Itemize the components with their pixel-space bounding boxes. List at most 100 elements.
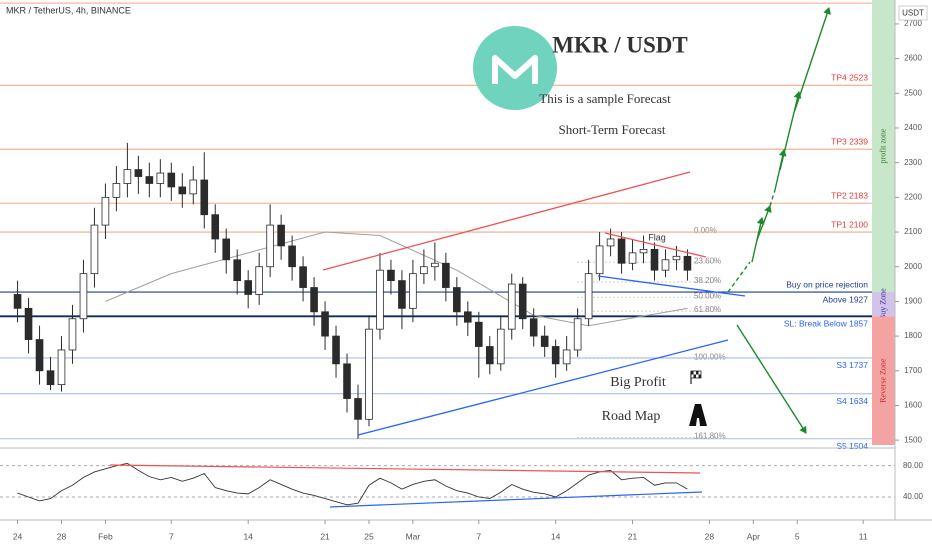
candle-body [299, 266, 307, 288]
level-note: Buy on price rejection [786, 279, 868, 289]
candle-body [650, 248, 659, 271]
fib-label: 161.80% [694, 431, 726, 440]
candle-body [584, 273, 593, 320]
trend-line [357, 339, 729, 436]
candle-body [431, 262, 439, 268]
candle-body [178, 186, 187, 195]
candle-body [68, 318, 77, 351]
x-tick-label: 11 [859, 531, 868, 541]
rsi-tick-label: 40.00 [903, 492, 924, 501]
candle-body [485, 346, 494, 365]
x-tick-label: Feb [98, 531, 113, 541]
candle-body [35, 339, 44, 372]
candle-body [617, 238, 626, 264]
candle-body [354, 398, 362, 420]
candle-body [343, 363, 351, 399]
zone-label: profit zone [878, 128, 887, 163]
candle-body [562, 349, 571, 365]
candle-body [211, 214, 220, 240]
x-tick-label: 28 [705, 531, 715, 541]
y-tick-label: 2400 [904, 123, 922, 132]
candle-body [387, 269, 395, 281]
flag-line [597, 275, 746, 297]
subtitle: Short-Term Forecast [558, 122, 665, 137]
y-tick-label: 1500 [904, 435, 922, 444]
candle-body [540, 335, 549, 347]
unit-box [898, 5, 928, 21]
fib-label: 38.20% [694, 276, 721, 285]
x-tick-label: Apr [747, 531, 760, 541]
candle-body [90, 224, 99, 275]
candle-body [628, 252, 637, 264]
moving-average [105, 231, 688, 327]
zone [872, 0, 895, 293]
level-label: TP4 2523 [831, 73, 868, 83]
x-tick-label: 24 [13, 531, 23, 541]
zone-label: Buy Zone [878, 288, 887, 320]
rsi-trend-line [329, 491, 703, 508]
zone [872, 316, 895, 445]
rsi-tick-label: 80.00 [903, 461, 924, 470]
fib-label: 50.00% [694, 291, 721, 300]
subtitle: This is a sample Forecast [539, 91, 671, 106]
candle-body [573, 318, 582, 351]
candle-body [376, 269, 384, 330]
candle-body [167, 172, 176, 188]
arrow-segment [769, 189, 776, 207]
candle-body [112, 183, 121, 198]
forecast-arrows [727, 7, 831, 434]
logo [473, 26, 557, 110]
candle-body [277, 224, 285, 247]
candle-body [46, 370, 55, 386]
candle-body [189, 179, 198, 195]
level-label: S3 1737 [836, 360, 868, 370]
fib-label: 100.00% [694, 352, 726, 361]
candle-body [672, 255, 681, 261]
level-label: S4 1634 [836, 396, 868, 406]
y-tick-label: 1900 [904, 297, 922, 306]
x-tick-label: 25 [364, 531, 374, 541]
y-tick-label: 2600 [904, 54, 922, 63]
candle-body [409, 273, 417, 309]
x-tick-label: 21 [320, 531, 330, 541]
candle-body [595, 245, 604, 275]
candle-body [288, 245, 296, 268]
zone-label: Reverse Zone [878, 358, 887, 403]
arrow [779, 91, 802, 171]
rsi-line [17, 462, 688, 506]
arrow-segment [727, 261, 751, 293]
candle-body [321, 311, 329, 337]
x-tick-label: 14 [243, 531, 253, 541]
candle-body [79, 273, 88, 320]
candle-body [145, 176, 154, 184]
candle-body [24, 307, 33, 340]
candle-body [101, 196, 110, 226]
level-label: SL: Break Below 1857 [784, 319, 868, 329]
y-tick-label: 2700 [904, 19, 922, 28]
fib-label: 23.60% [694, 256, 721, 265]
level-label: Above 1927 [823, 294, 869, 304]
rsi-trend-line [109, 464, 701, 474]
y-tick-label: 2000 [904, 262, 922, 271]
logo-mark [492, 55, 538, 84]
candle-body [332, 335, 340, 365]
candle-body [134, 169, 143, 177]
flag-line [604, 232, 707, 258]
candle-body [464, 311, 472, 323]
candle-body [310, 287, 318, 313]
candle-body [266, 224, 274, 268]
candle-body [507, 283, 516, 330]
candle-body [365, 328, 373, 420]
candle-body [551, 346, 560, 365]
y-tick-label: 2100 [904, 227, 922, 236]
candle-body [420, 266, 428, 275]
y-tick-label: 1800 [904, 331, 922, 340]
trend-line [322, 171, 691, 271]
x-tick-label: 5 [795, 531, 800, 541]
candle-body [453, 287, 461, 313]
candle-body [639, 248, 648, 254]
y-tick-label: 1600 [904, 401, 922, 410]
annotation: Flag [648, 232, 666, 242]
x-tick-label: 7 [476, 531, 481, 541]
